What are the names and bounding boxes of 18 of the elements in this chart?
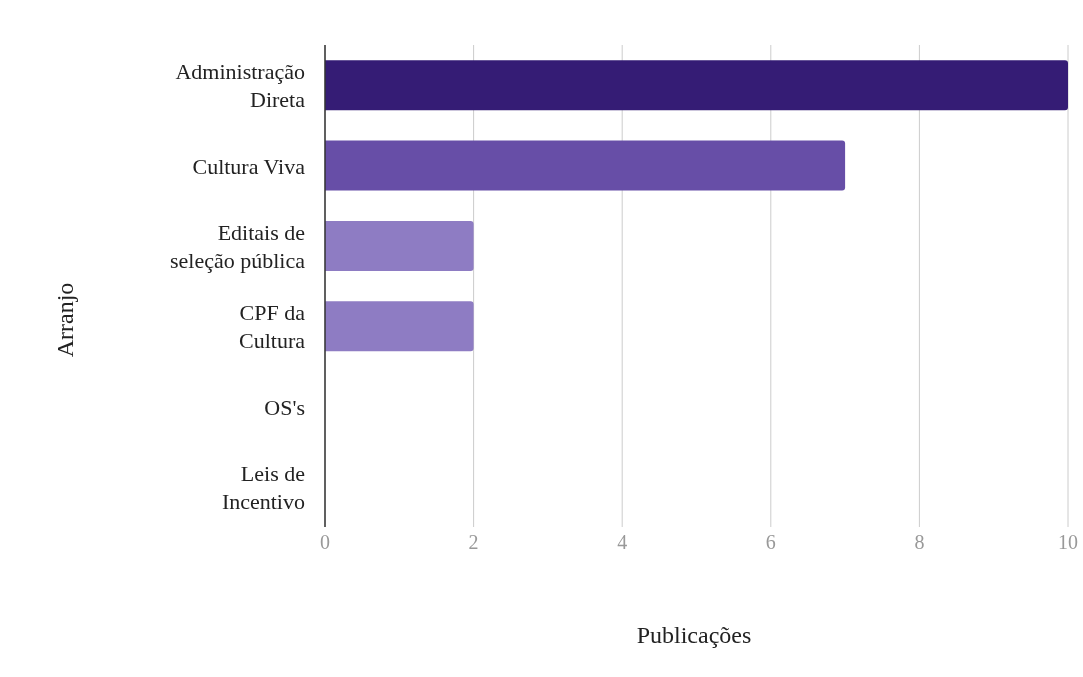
bar: [325, 301, 474, 352]
x-axis-title: Publicações: [636, 621, 752, 649]
x-tick-label: 10: [1058, 531, 1078, 554]
y-tick-label: Editais de seleção pública: [170, 219, 306, 273]
x-tick-label: 2: [468, 531, 479, 554]
x-tick-label: 6: [765, 531, 776, 554]
bar: [325, 60, 1068, 111]
y-tick-label: CPF da Cultura: [239, 299, 306, 353]
bar: [325, 220, 474, 271]
x-tick-label: 8: [914, 531, 925, 554]
x-tick-label: 0: [320, 531, 330, 554]
y-tick-label: Leis de Incentivo: [221, 460, 305, 514]
y-tick-label: Administração Direta: [175, 58, 306, 112]
bar: [325, 140, 846, 191]
y-tick-label: Cultura Viva: [192, 153, 306, 178]
x-tick-label: 4: [617, 531, 628, 554]
y-axis-title: Arranjo: [51, 282, 79, 358]
y-tick-label: OS's: [264, 394, 305, 419]
